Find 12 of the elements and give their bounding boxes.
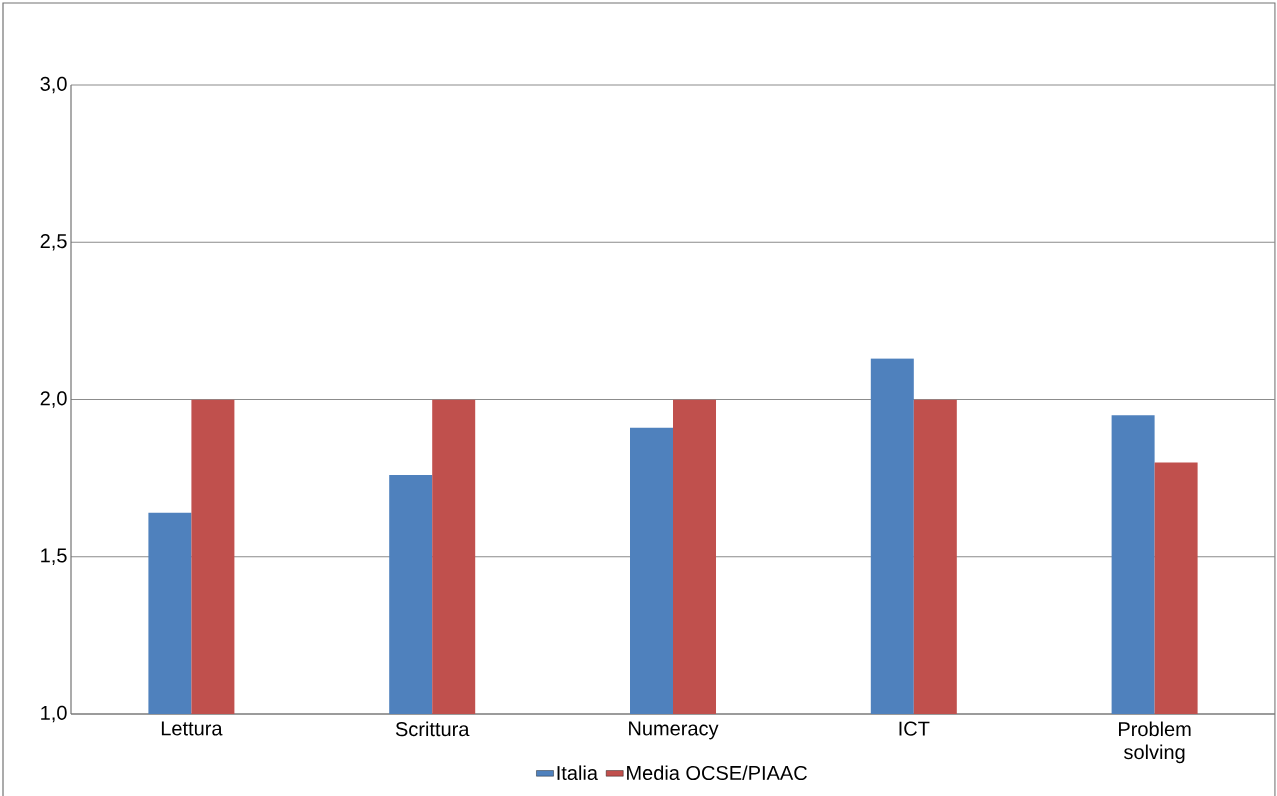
x-tick-label: Scrittura <box>395 721 470 737</box>
y-tick-label: 1,0 <box>41 705 67 723</box>
x-tick-label: Numeracy <box>629 721 719 740</box>
y-tick-label: 2,0 <box>40 391 67 408</box>
y-tick-label: 3,0 <box>40 76 67 94</box>
x-tick-label: Problem solving <box>1119 721 1191 764</box>
y-tick-label: 1,5 <box>41 548 67 565</box>
legend-label: Media OCSE/PIAAC <box>627 765 807 781</box>
y-tick-label: 2,5 <box>40 233 67 251</box>
x-tick-label: ICT <box>899 721 930 736</box>
x-tick-label: Lettura <box>161 721 223 736</box>
legend-label: Italia <box>557 765 598 781</box>
